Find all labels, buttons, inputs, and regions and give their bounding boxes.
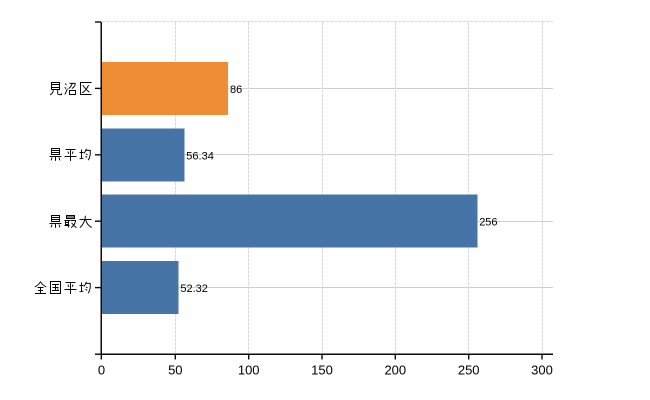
svg-text:256: 256 bbox=[479, 217, 497, 229]
svg-text:250: 250 bbox=[458, 363, 480, 378]
svg-text:86: 86 bbox=[230, 84, 242, 96]
svg-text:50: 50 bbox=[168, 363, 182, 378]
svg-text:56.34: 56.34 bbox=[186, 150, 214, 162]
svg-text:0: 0 bbox=[98, 363, 105, 378]
svg-text:300: 300 bbox=[531, 363, 553, 378]
svg-text:100: 100 bbox=[238, 363, 260, 378]
svg-text:52.32: 52.32 bbox=[180, 283, 208, 295]
svg-text:150: 150 bbox=[311, 363, 333, 378]
svg-text:200: 200 bbox=[384, 363, 406, 378]
